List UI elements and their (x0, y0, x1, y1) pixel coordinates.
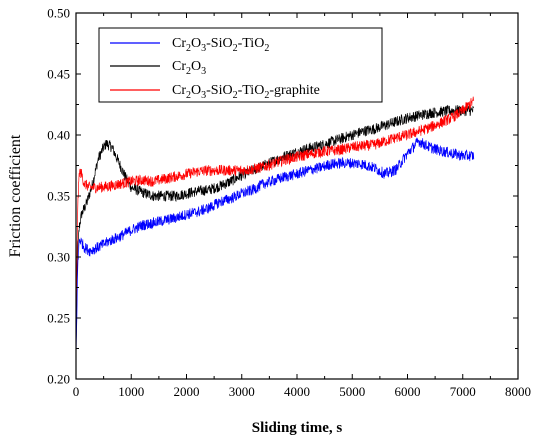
x-tick-label: 0 (73, 384, 80, 399)
y-tick-label: 0.25 (47, 311, 70, 326)
y-tick-label: 0.50 (47, 6, 70, 21)
x-tick-label: 5000 (339, 384, 365, 399)
x-tick-label: 2000 (174, 384, 200, 399)
legend-label: Cr2O3-SiO2-TiO2-graphiteCr2O3-SiO2-TiO2-… (172, 83, 320, 101)
series-line (75, 137, 475, 360)
x-axis-title: Sliding time, s (252, 420, 343, 436)
y-tick-label: 0.30 (47, 250, 70, 265)
x-tick-label: 8000 (505, 384, 531, 399)
series-line (75, 96, 475, 333)
y-tick-label: 0.45 (47, 67, 70, 82)
axes: 0 1000 2000 3000 4000 5000 6000 7000 8000 0.20 0.2… (47, 6, 531, 400)
y-axis-title: Friction coefficient (7, 134, 24, 257)
x-tick-label: 4000 (284, 384, 310, 399)
x-tick-label: 3000 (229, 384, 255, 399)
x-tick-label: 7000 (450, 384, 476, 399)
y-tick-label: 0.40 (47, 128, 70, 143)
series-lines (75, 96, 475, 360)
y-tick-label: 0.35 (47, 189, 70, 204)
x-tick-label: 1000 (118, 384, 144, 399)
y-tick-label: 0.20 (47, 372, 70, 387)
x-tick-label: 6000 (395, 384, 421, 399)
